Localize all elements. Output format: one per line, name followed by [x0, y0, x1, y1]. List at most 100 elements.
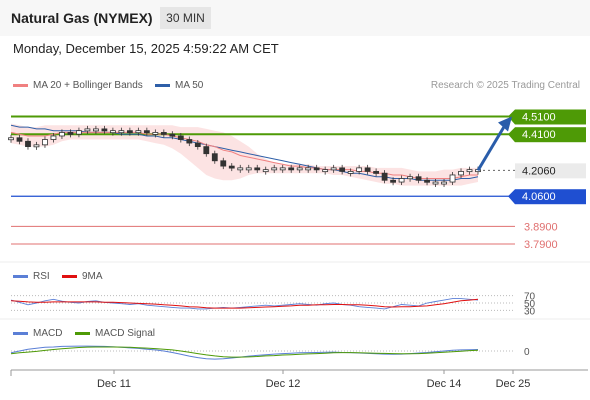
candle: [322, 169, 329, 173]
level-label-3.7900: 3.7900: [524, 239, 558, 251]
level-label-4.4100: 4.4100: [522, 129, 556, 141]
ma50-swatch: [155, 83, 170, 87]
candle: [84, 128, 91, 132]
level-tag-pointer: [508, 189, 515, 205]
candle: [186, 139, 193, 144]
candle: [381, 172, 388, 181]
candle: [296, 167, 303, 171]
timeframe-button[interactable]: 30 MIN: [160, 7, 211, 29]
candle: [449, 174, 456, 183]
candle: [279, 167, 286, 171]
level-tag-4.0600: [515, 189, 586, 205]
candle: [262, 169, 269, 173]
level-label-3.8900: 3.8900: [524, 221, 558, 233]
x-tick-label-3: Dec 25: [496, 378, 531, 390]
candle: [356, 167, 363, 172]
ma20-swatch: [13, 83, 28, 87]
candle: [339, 167, 346, 172]
candle: [330, 167, 337, 171]
candle: [67, 132, 74, 135]
candle: [424, 179, 430, 183]
macd-signal-line: [10, 346, 479, 358]
level-tag-pointer: [508, 127, 515, 143]
candle: [143, 130, 150, 134]
candle: [93, 128, 99, 132]
candle: [169, 133, 176, 137]
candle: [415, 176, 422, 181]
candle: [364, 167, 371, 172]
candle: [42, 139, 48, 146]
legend-rsi-label: RSI: [33, 271, 50, 282]
candle: [118, 130, 125, 134]
candle: [50, 135, 57, 140]
x-tick-label-0: Dec 11: [97, 378, 131, 390]
candle: [16, 137, 23, 142]
rsi-tick-30: 30: [524, 306, 536, 317]
instrument-title: Natural Gas (NYMEX): [11, 10, 153, 26]
candle: [220, 160, 227, 167]
candle: [228, 165, 235, 169]
macd-tick-0: 0: [524, 347, 530, 358]
candle: [109, 130, 116, 134]
candle: [211, 153, 218, 162]
legend-9ma-label: 9MA: [82, 271, 103, 282]
forecast-arrow-head: [498, 116, 512, 132]
last-price-label: 4.2060: [522, 165, 556, 177]
level-tag-4.4100: [515, 127, 586, 143]
level-tag-4.5100: [515, 109, 586, 125]
legend-macd: MACD: [13, 328, 62, 339]
level-label-4.0600: 4.0600: [522, 191, 556, 203]
candle: [254, 167, 261, 171]
candle: [126, 130, 133, 134]
candle: [203, 146, 210, 155]
candle: [245, 167, 252, 171]
legend-rsi: RSI: [13, 271, 50, 282]
candle: [59, 132, 65, 137]
credit-text: Research © 2025 Trading Central: [430, 80, 580, 91]
candle: [390, 179, 396, 183]
candle: [441, 181, 447, 185]
legend-9ma: 9MA: [62, 271, 103, 282]
candle: [347, 171, 354, 174]
level-label-4.5100: 4.5100: [522, 111, 556, 123]
last-price-tag: [515, 163, 586, 179]
candle: [33, 144, 40, 148]
candle: [458, 171, 464, 176]
candle: [177, 135, 184, 140]
candle: [160, 132, 167, 135]
forecast-arrow-line: [476, 122, 508, 172]
header-bar: Natural Gas (NYMEX) 30 MIN: [0, 0, 590, 36]
candle: [271, 167, 278, 171]
macd-signal-swatch: [75, 331, 90, 335]
rsi-swatch: [13, 274, 28, 278]
timestamp: Monday, December 15, 2025 4:59:22 AM CET: [13, 41, 279, 56]
rsi-ma-swatch: [62, 274, 77, 278]
rsi-line: [10, 298, 479, 310]
rsi-ma-line: [10, 298, 479, 309]
candle: [76, 130, 82, 135]
macd-swatch: [13, 331, 28, 335]
candle: [432, 181, 439, 185]
candle: [135, 130, 142, 134]
candle: [407, 176, 413, 180]
legend-ma50: MA 50: [155, 80, 203, 91]
candle: [305, 167, 312, 171]
candle: [152, 132, 159, 135]
legend-macd-signal: MACD Signal: [75, 328, 155, 339]
legend-macd-signal-label: MACD Signal: [95, 328, 156, 339]
candle: [25, 140, 31, 148]
candle: [101, 128, 108, 132]
rsi-tick-70: 70: [524, 292, 536, 303]
candle: [466, 169, 473, 173]
candle: [373, 171, 380, 174]
candle: [288, 167, 295, 171]
legend-ma20: MA 20 + Bollinger Bands: [13, 80, 143, 91]
legend-ma20-label: MA 20 + Bollinger Bands: [33, 80, 143, 91]
x-tick-label-1: Dec 12: [266, 378, 301, 390]
candle: [398, 178, 405, 183]
x-tick-label-2: Dec 14: [427, 378, 462, 390]
rsi-tick-50: 50: [524, 299, 536, 310]
candle: [237, 167, 244, 171]
